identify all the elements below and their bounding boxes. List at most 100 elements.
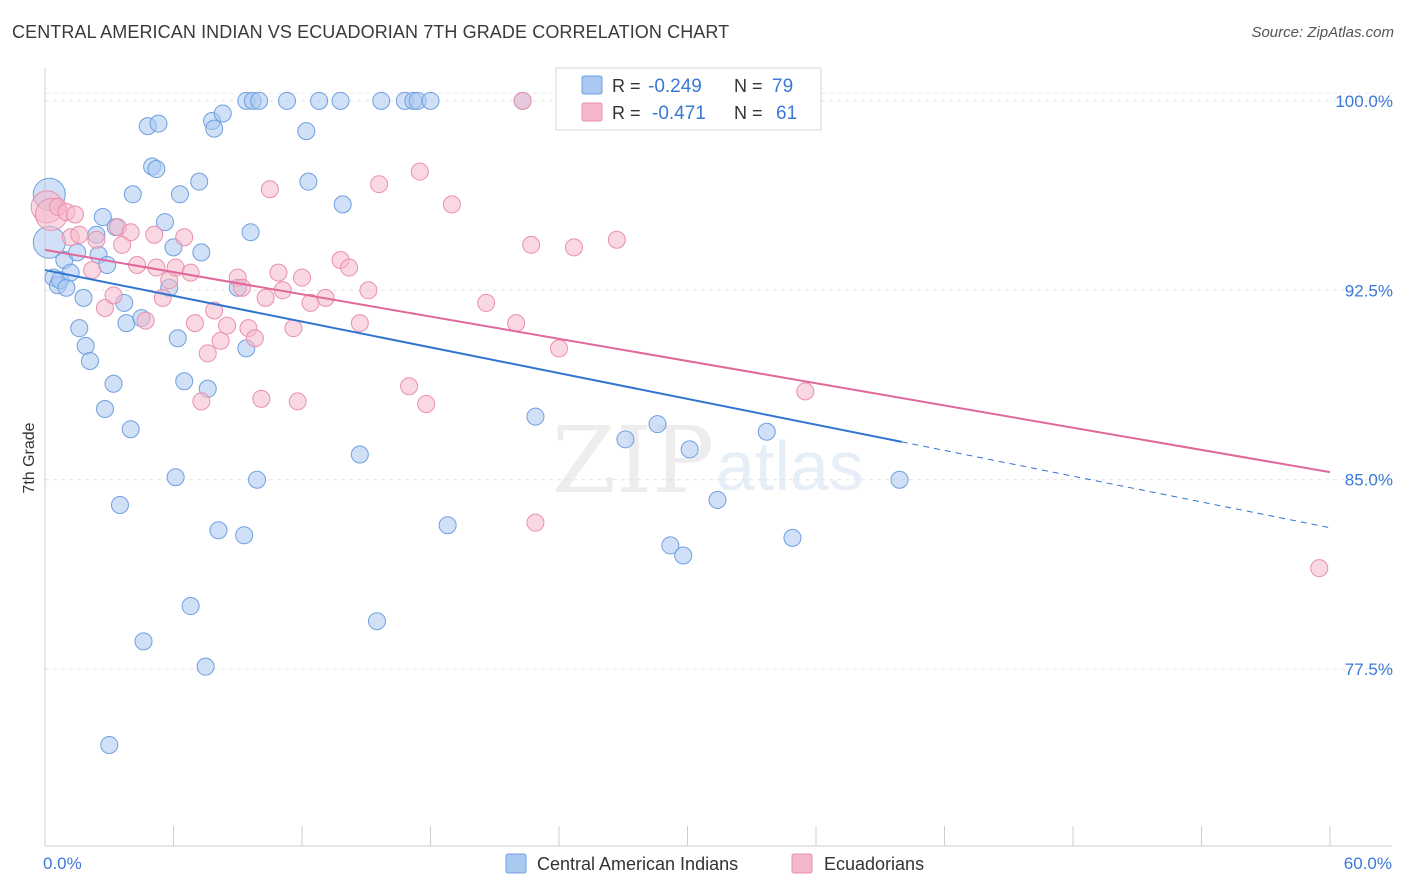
data-point: [331, 91, 350, 110]
y-tick-labels: 77.5% 85.0% 92.5% 100.0%: [1335, 92, 1393, 679]
data-point: [68, 243, 87, 262]
data-point: [550, 339, 568, 358]
data-point: [136, 311, 155, 330]
data-point: [121, 420, 140, 439]
watermark-atlas: atlas: [716, 427, 864, 505]
data-point: [74, 288, 93, 307]
data-point: [757, 422, 776, 441]
data-point: [70, 225, 89, 244]
data-point: [438, 516, 457, 535]
trend-line-extension: [901, 441, 1331, 529]
data-point: [648, 415, 667, 434]
legend-swatch-ecuadorians: [791, 853, 813, 874]
data-point: [205, 301, 224, 320]
trend-line: [44, 269, 902, 443]
data-point: [421, 91, 440, 110]
data-point: [57, 278, 76, 297]
trend-layer: [44, 248, 1331, 529]
x-tick-label-min: 0.0%: [43, 854, 82, 873]
data-point: [661, 536, 680, 555]
data-point: [367, 612, 386, 631]
data-point: [370, 175, 389, 194]
data-point: [260, 180, 279, 199]
data-point: [526, 513, 545, 532]
chart-title: CENTRAL AMERICAN INDIAN VS ECUADORIAN 7T…: [12, 22, 730, 42]
data-point: [168, 329, 187, 348]
data-point: [87, 230, 106, 249]
data-point: [708, 490, 727, 509]
data-point: [252, 389, 271, 408]
data-point: [205, 119, 224, 138]
data-point: [93, 208, 112, 227]
data-point: [113, 235, 132, 254]
data-point: [284, 319, 303, 338]
data-point: [522, 235, 541, 254]
data-point: [218, 316, 237, 335]
data-point: [607, 230, 626, 249]
data-point: [70, 319, 89, 338]
data-point: [196, 657, 215, 676]
data-point: [149, 114, 168, 133]
data-point: [175, 372, 194, 391]
data-point: [442, 195, 461, 214]
data-point: [288, 392, 307, 411]
data-point: [104, 286, 123, 305]
data-point: [507, 314, 526, 333]
data-point: [121, 223, 140, 242]
data-point: [104, 374, 123, 393]
data-point: [350, 314, 369, 333]
legend-swatch-central-american-indians: [505, 853, 527, 874]
legend-label-central-american-indians: Central American Indians: [537, 854, 738, 874]
stats-n-label-2: N =: [734, 103, 763, 123]
data-point: [278, 91, 297, 110]
data-point: [269, 263, 288, 282]
data-point: [293, 268, 311, 287]
stats-r-label-1: R =: [612, 76, 641, 96]
data-point: [783, 528, 802, 547]
data-point: [145, 225, 164, 244]
data-point: [95, 400, 114, 419]
y-axis-label: 7th Grade: [21, 422, 38, 493]
data-point: [350, 445, 369, 464]
data-point: [310, 91, 329, 110]
data-point: [1310, 559, 1329, 578]
data-point: [890, 470, 909, 489]
stats-swatch-pink: [581, 102, 603, 122]
y-tick-label: 92.5%: [1345, 281, 1393, 300]
data-point: [76, 336, 95, 355]
data-point: [359, 281, 378, 300]
data-point: [80, 352, 99, 371]
data-point: [211, 331, 230, 350]
y-tick-label: 85.0%: [1345, 471, 1393, 490]
legend-label-ecuadorians: Ecuadorians: [824, 854, 924, 874]
stats-n-value-2: 61: [776, 103, 797, 124]
data-point: [297, 122, 316, 141]
data-point: [181, 597, 200, 616]
data-point: [796, 382, 815, 401]
trend-line: [44, 248, 1331, 474]
data-point: [192, 243, 211, 262]
bottom-legend: Central American Indians Ecuadorians: [505, 853, 924, 874]
data-point: [185, 314, 204, 333]
data-point: [340, 258, 359, 277]
source-credit: Source: ZipAtlas.com: [1251, 24, 1394, 41]
data-point: [181, 263, 200, 282]
data-point: [110, 495, 129, 514]
stats-swatch-blue: [581, 75, 603, 95]
data-point: [674, 546, 693, 565]
data-point: [213, 104, 232, 123]
data-point: [170, 185, 189, 204]
data-point: [100, 735, 119, 754]
data-point: [245, 329, 264, 348]
data-point: [410, 162, 429, 181]
data-point: [235, 526, 254, 545]
data-point: [526, 407, 545, 426]
data-point: [513, 91, 532, 110]
data-point: [233, 278, 252, 297]
series-layer: [30, 91, 1329, 754]
data-point: [65, 205, 84, 224]
data-point: [372, 91, 391, 110]
data-point: [134, 632, 153, 651]
data-point: [155, 213, 174, 232]
